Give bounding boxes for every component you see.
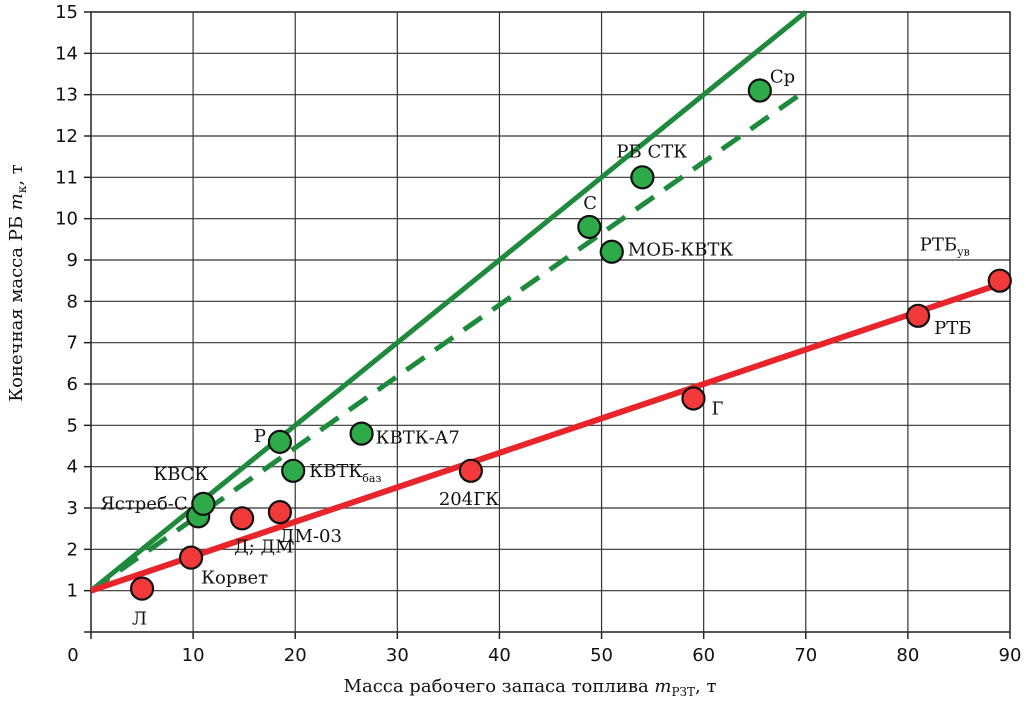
- point-label: КВТКбаз: [309, 461, 381, 485]
- y-tick-label: 13: [55, 85, 78, 106]
- red-data-point: [987, 268, 1012, 293]
- point-label: Ястреб-С: [100, 493, 187, 514]
- red-data-point: [129, 576, 155, 601]
- green-data-point: [599, 239, 624, 264]
- point-label: КВСК: [153, 464, 208, 485]
- y-tick-label: 4: [67, 457, 78, 478]
- point-label: ДМ-03: [280, 526, 342, 547]
- x-tick-label: 60: [692, 645, 715, 666]
- x-tick-label: 50: [590, 645, 613, 666]
- red-data-point: [178, 545, 204, 570]
- data-points: [129, 78, 1012, 601]
- x-tick-label: 20: [284, 645, 307, 666]
- green-data-point: [267, 429, 293, 454]
- green-data-point: [747, 78, 772, 103]
- y-tick-label: 8: [67, 291, 78, 312]
- y-axis-title: Конечная масса РБ mк, т: [6, 164, 29, 402]
- green-data-point: [349, 421, 374, 446]
- point-label: Л: [132, 609, 147, 630]
- red-data-point: [230, 506, 255, 531]
- y-tick-label: 14: [55, 43, 78, 64]
- red-data-point: [267, 500, 293, 525]
- x-tick-label: 80: [896, 645, 919, 666]
- red-data-point: [681, 386, 706, 411]
- point-label: Д; ДМ: [234, 536, 293, 557]
- x-tick-label: 40: [488, 645, 511, 666]
- y-tick-label: 3: [67, 498, 78, 519]
- green-data-point: [630, 165, 655, 190]
- point-label: РТБув: [920, 235, 970, 259]
- point-label: С: [583, 193, 597, 214]
- y-tick-label: 15: [55, 2, 78, 23]
- x-tick-label: 0: [67, 645, 78, 666]
- point-label: РТБ: [934, 318, 971, 339]
- y-tick-label: 5: [67, 415, 78, 436]
- point-label: Р: [254, 426, 266, 447]
- green-data-point: [281, 458, 306, 483]
- y-tick-label: 1: [67, 581, 78, 602]
- point-label: Г: [711, 398, 723, 419]
- grid: [84, 11, 1011, 639]
- point-labels: Ястреб-С КВСК Р КВТКбаз КВТК-А7 С МОБ-КВТК РБ С…: [100, 67, 971, 630]
- point-label: Ср: [770, 67, 795, 88]
- red-data-point: [905, 303, 931, 328]
- y-tick-label: 6: [67, 374, 78, 395]
- y-tick-label: 12: [55, 126, 78, 147]
- green-data-point: [577, 214, 602, 240]
- point-label: РБ СТК: [616, 141, 687, 162]
- red-data-point: [458, 458, 483, 483]
- y-tick-label: 2: [67, 539, 78, 560]
- x-tick-label: 90: [999, 645, 1022, 666]
- green-data-point: [191, 491, 216, 516]
- red-solid-trend-line: [90, 277, 1011, 594]
- y-tick-label: 9: [67, 250, 78, 271]
- point-label: КВТК-А7: [376, 428, 460, 449]
- x-tick-label: 10: [182, 645, 205, 666]
- x-axis-title: Масса рабочего запаса топлива mРЗТ, т: [344, 676, 717, 699]
- x-tick-label: 30: [386, 645, 409, 666]
- point-label: Корвет: [201, 568, 268, 589]
- point-label: МОБ-КВТК: [628, 240, 734, 261]
- y-tick-label: 7: [67, 333, 78, 354]
- point-label: 204ГК: [439, 489, 499, 510]
- y-tick-label: 11: [55, 167, 78, 188]
- y-tick-label: 10: [55, 209, 78, 230]
- plot-frame: [90, 11, 1011, 633]
- x-tick-label: 70: [794, 645, 817, 666]
